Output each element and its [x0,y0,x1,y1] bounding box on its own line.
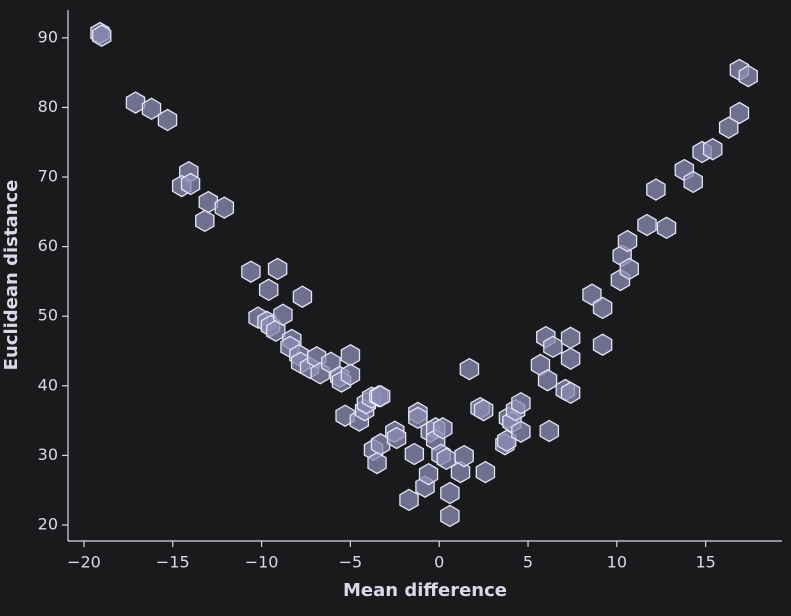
point [266,319,286,343]
x-tick-label: 5 [523,553,533,572]
x-axis-title: Mean difference [343,580,507,601]
point [560,381,581,405]
point [340,343,361,367]
x-tick-label: −10 [245,553,279,572]
point [370,384,391,408]
point [459,357,480,381]
y-axis-title: Euclidean distance [1,180,22,371]
point [656,216,677,240]
point [617,229,638,253]
y-tick-label: 30 [38,445,58,464]
x-tick-label: −20 [67,553,101,572]
point [543,335,563,359]
x-tick-label: −5 [339,553,363,572]
point [141,97,162,121]
point [473,398,494,422]
point [92,24,112,47]
point [683,170,703,194]
y-tick-label: 40 [38,375,58,394]
point [560,326,581,350]
point [180,172,201,196]
point [637,213,657,237]
y-tick-label: 50 [38,306,58,325]
x-tick-label: −15 [156,553,190,572]
point [729,101,750,125]
y-tick-label: 70 [38,167,58,186]
point [386,426,407,450]
y-tick-label: 90 [38,27,58,46]
point [539,419,560,443]
y-tick-label: 20 [38,514,58,533]
x-tick-label: 10 [607,553,627,572]
point [408,406,428,430]
point [592,333,613,356]
point [241,260,261,283]
y-tick-label: 60 [38,236,58,255]
point [267,257,288,281]
point [440,504,460,528]
x-tick-label: 15 [695,553,715,572]
point [646,178,666,201]
point [619,257,639,281]
point [702,137,723,161]
point [292,285,313,308]
point [433,417,453,440]
point [367,451,387,475]
point [537,368,558,392]
point [450,460,471,484]
point [399,488,419,512]
point [582,283,602,306]
point [404,442,425,466]
point [511,420,531,443]
point [157,108,178,132]
x-tick-label: 0 [434,553,444,572]
point [560,347,581,370]
point [738,64,758,88]
point [258,278,279,302]
point [195,209,215,233]
point [475,460,496,484]
point [125,91,146,114]
point [511,391,531,415]
point [454,444,474,468]
point [418,462,439,486]
point [214,196,235,219]
point [340,363,361,386]
point [592,296,613,320]
point [273,303,293,327]
y-tick-label: 80 [38,97,58,116]
point [440,481,460,505]
